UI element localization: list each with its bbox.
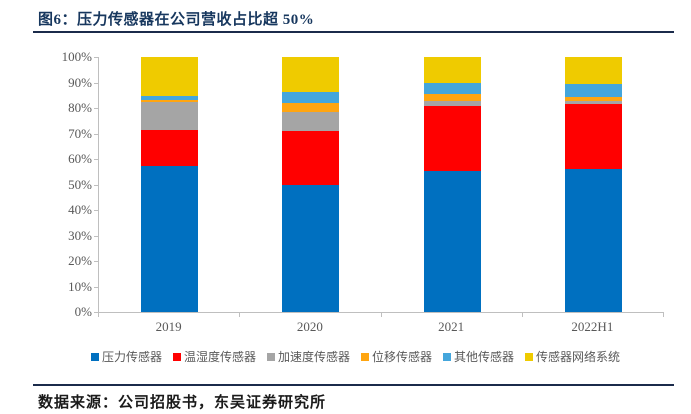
- y-axis-tick: [94, 287, 98, 288]
- x-axis-tick: [98, 313, 99, 317]
- bar-2021: [423, 57, 481, 312]
- plot-area: [98, 57, 664, 313]
- bar-segment-位移传感器: [282, 103, 340, 113]
- bar-2019: [141, 57, 199, 312]
- footer-divider-line: [33, 384, 674, 386]
- bar-segment-温湿度传感器: [564, 103, 622, 169]
- bar-2022H1: [564, 57, 622, 312]
- y-axis-label-40%: 40%: [68, 202, 92, 217]
- bar-segment-加速度传感器: [282, 112, 340, 131]
- x-axis-label-2022H1: 2022H1: [571, 319, 614, 334]
- legend-swatch-icon: [90, 352, 99, 361]
- chart-title: 图6：压力传感器在公司营收占比超 50%: [38, 12, 315, 28]
- legend-label: 压力传感器: [101, 350, 162, 364]
- y-axis-tick: [94, 57, 98, 58]
- legend-label: 加速度传感器: [277, 350, 350, 364]
- y-axis-tick: [94, 261, 98, 262]
- bar-segment-加速度传感器: [141, 101, 199, 130]
- bar-segment-加速度传感器: [423, 100, 481, 106]
- y-axis-label-0%: 0%: [74, 304, 92, 319]
- y-axis-label-20%: 20%: [68, 253, 92, 268]
- legend-item-压力传感器: 压力传感器: [90, 348, 162, 365]
- bar-segment-传感器网络系统: [282, 57, 340, 93]
- legend-label: 其他传感器: [454, 350, 515, 364]
- y-axis-tick: [94, 108, 98, 109]
- y-axis-tick: [94, 236, 98, 237]
- source-note: 数据来源：公司招股书，东吴证券研究所: [38, 395, 327, 411]
- bar-segment-压力传感器: [141, 165, 199, 312]
- legend-label: 温湿度传感器: [183, 350, 256, 364]
- chart-legend: 压力传感器 温湿度传感器 加速度传感器 位移传感器 其他传感器 传感器网络系统: [40, 348, 671, 365]
- legend-item-传感器网络系统: 传感器网络系统: [525, 348, 620, 365]
- x-axis-tick: [239, 313, 241, 317]
- legend-swatch-icon: [525, 352, 534, 361]
- bar-segment-传感器网络系统: [423, 57, 481, 83]
- y-axis-label-10%: 10%: [68, 278, 92, 294]
- y-axis-label-70%: 70%: [68, 125, 92, 141]
- bar-segment-压力传感器: [282, 184, 340, 312]
- y-axis-label-80%: 80%: [68, 100, 92, 115]
- y-axis-label-60%: 60%: [68, 151, 92, 166]
- y-axis-label-90%: 90%: [68, 74, 92, 90]
- legend-label: 位移传感器: [372, 350, 433, 364]
- bar-segment-位移传感器: [423, 94, 481, 101]
- legend-swatch-icon: [443, 352, 452, 361]
- bar-segment-其他传感器: [282, 92, 340, 104]
- x-axis-tick: [380, 313, 382, 317]
- bar-segment-其他传感器: [564, 83, 622, 97]
- y-axis-label-50%: 50%: [68, 176, 92, 192]
- bar-segment-温湿度传感器: [141, 129, 199, 166]
- legend-label: 传感器网络系统: [536, 350, 621, 364]
- y-axis-label-100%: 100%: [61, 49, 92, 64]
- title-divider-line: [33, 31, 674, 33]
- legend-item-温湿度传感器: 温湿度传感器: [172, 348, 256, 365]
- bar-segment-位移传感器: [141, 99, 199, 102]
- x-axis-label-2020: 2020: [296, 319, 323, 334]
- legend-item-加速度传感器: 加速度传感器: [266, 348, 350, 365]
- bar-segment-温湿度传感器: [282, 130, 340, 185]
- y-axis-tick: [94, 312, 98, 313]
- y-axis-tick: [94, 159, 98, 160]
- bar-segment-压力传感器: [423, 171, 481, 312]
- bar-segment-温湿度传感器: [423, 105, 481, 172]
- bar-segment-压力传感器: [564, 168, 622, 312]
- legend-item-其他传感器: 其他传感器: [443, 348, 514, 365]
- y-axis-tick: [94, 185, 98, 186]
- legend-swatch-icon: [361, 352, 369, 361]
- x-axis-label-2021: 2021: [438, 319, 465, 334]
- y-axis-label-30%: 30%: [68, 227, 92, 243]
- y-axis-tick: [94, 83, 98, 84]
- legend-swatch-icon: [172, 352, 181, 361]
- y-axis-tick: [94, 210, 98, 211]
- x-axis-tick: [663, 313, 664, 317]
- bar-segment-其他传感器: [141, 95, 199, 100]
- x-axis-label-2019: 2019: [155, 319, 182, 334]
- bar-segment-加速度传感器: [564, 100, 622, 104]
- legend-item-位移传感器: 位移传感器: [361, 348, 432, 365]
- bar-segment-传感器网络系统: [141, 57, 199, 96]
- x-axis-tick: [521, 313, 523, 317]
- bar-2020: [282, 57, 340, 312]
- bar-segment-其他传感器: [423, 82, 481, 94]
- bar-segment-位移传感器: [564, 96, 622, 101]
- legend-swatch-icon: [266, 352, 275, 361]
- y-axis-tick: [94, 134, 98, 135]
- bar-segment-传感器网络系统: [564, 57, 622, 84]
